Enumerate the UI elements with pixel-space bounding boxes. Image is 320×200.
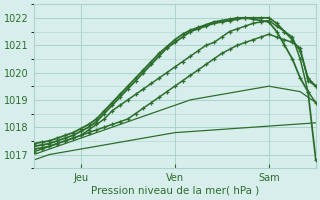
- X-axis label: Pression niveau de la mer( hPa ): Pression niveau de la mer( hPa ): [91, 186, 259, 196]
